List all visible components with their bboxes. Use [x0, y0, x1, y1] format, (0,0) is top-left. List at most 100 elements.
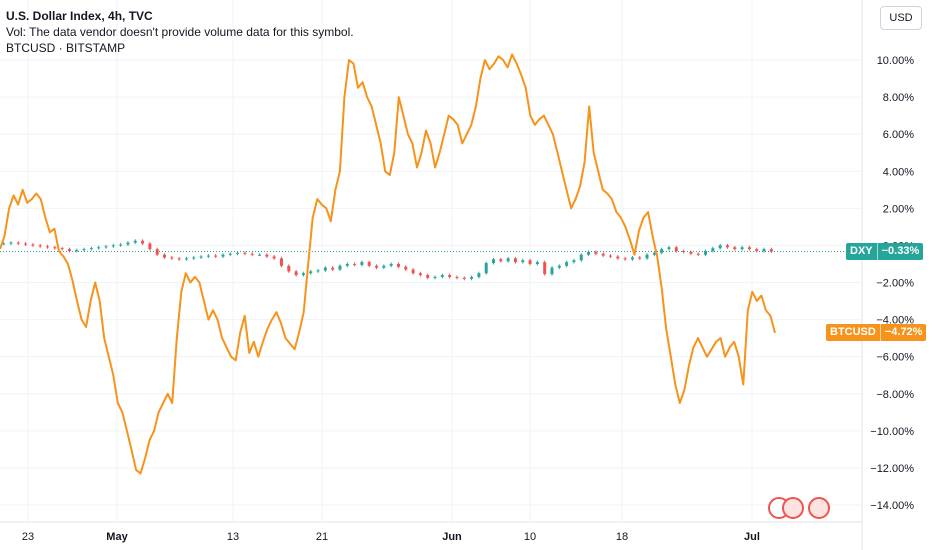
y-tick-label: 4.00%: [883, 166, 914, 178]
dxy-candle: [97, 247, 101, 249]
x-axis: 23 May 13 21 Jun 10 18 Jul: [22, 531, 760, 543]
dxy-candle: [426, 275, 430, 278]
dxy-candle: [762, 249, 766, 251]
dxy-candle: [67, 249, 71, 251]
dxy-candle: [258, 254, 262, 256]
dxy-candle: [265, 254, 269, 257]
dxy-candle: [484, 263, 488, 274]
y-axis: 10.00%8.00%6.00%4.00%2.00%0.00%−2.00%−4.…: [870, 55, 914, 512]
btc-price-tag: BTCUSD −4.72%: [826, 323, 927, 341]
dxy-candle: [638, 257, 642, 259]
dxy-candle: [652, 252, 656, 255]
dxy-candle: [236, 252, 240, 254]
dxy-candle: [46, 246, 50, 248]
btc-tag-value: −4.72%: [879, 323, 922, 341]
dxy-candle: [367, 262, 371, 266]
dxy-candle: [594, 251, 598, 254]
dxy-candle: [411, 269, 415, 274]
dxy-candle: [513, 258, 517, 263]
y-tick-label: 6.00%: [883, 129, 914, 141]
x-tick-label: Jul: [744, 531, 760, 543]
currency-button[interactable]: USD: [880, 6, 922, 30]
dxy-candle: [206, 255, 210, 257]
dxy-candle: [338, 265, 342, 270]
x-tick-label: May: [106, 531, 128, 543]
dxy-candle: [192, 257, 196, 259]
dxy-tag-symbol: DXY: [850, 244, 873, 257]
dxy-candle: [323, 267, 327, 271]
dxy-candle: [696, 253, 700, 255]
dxy-candle: [689, 251, 693, 254]
us-flag-icon-2[interactable]: [808, 497, 830, 519]
chart-legend: U.S. Dollar Index, 4h, TVC Vol: The data…: [6, 8, 354, 56]
y-tick-label: −4.00%: [876, 315, 914, 327]
dxy-candle: [89, 248, 93, 250]
dxy-candle: [309, 271, 313, 274]
dxy-candle: [82, 249, 86, 251]
dxy-candle: [345, 263, 349, 266]
dxy-candle: [301, 273, 305, 276]
symbol-title[interactable]: U.S. Dollar Index, 4h, TVC: [6, 9, 153, 23]
dxy-candles: [2, 239, 773, 281]
dxy-candle: [543, 262, 547, 275]
dxy-candle: [623, 258, 627, 260]
dxy-candle: [528, 260, 532, 264]
dxy-candle: [155, 249, 159, 255]
dxy-candle: [601, 253, 605, 256]
dxy-candle: [725, 245, 729, 248]
dxy-candle: [630, 257, 634, 260]
dxy-candle: [163, 254, 167, 258]
dxy-candle: [667, 247, 671, 250]
dxy-candle: [718, 245, 722, 249]
x-tick-label: 18: [616, 531, 628, 543]
x-tick-label: 23: [22, 531, 34, 543]
y-tick-label: −10.00%: [870, 426, 914, 438]
dxy-candle: [111, 245, 115, 247]
dxy-candle: [521, 260, 525, 263]
dxy-candle: [294, 271, 298, 276]
dxy-candle: [382, 265, 386, 268]
dxy-candle: [279, 258, 283, 266]
dxy-candle: [133, 240, 137, 243]
dxy-candle: [316, 270, 320, 272]
dxy-candle: [360, 262, 364, 265]
comparison-symbol[interactable]: BTCUSD · BITSTAMP: [6, 41, 126, 55]
dxy-candle: [170, 257, 174, 259]
dxy-price-tag: DXY −0.33%: [846, 242, 924, 260]
dxy-candle: [769, 249, 773, 252]
dxy-candle: [492, 259, 496, 264]
dxy-candle: [704, 250, 708, 255]
dxy-candle: [477, 273, 481, 277]
dxy-candle: [470, 276, 474, 279]
y-tick-label: 8.00%: [883, 92, 914, 104]
dxy-candle: [353, 263, 357, 265]
btc-tag-symbol: BTCUSD: [830, 325, 876, 338]
dxy-candle: [228, 253, 232, 255]
dxy-candle: [75, 250, 79, 252]
dxy-candle: [126, 242, 130, 245]
us-flag-icon[interactable]: [782, 497, 804, 519]
dxy-candle: [711, 248, 715, 251]
dxy-candle: [733, 247, 737, 250]
dxy-candle: [565, 262, 569, 266]
dxy-candle: [747, 247, 751, 250]
dxy-candle: [331, 267, 335, 270]
dxy-candle: [645, 254, 649, 259]
y-tick-label: −6.00%: [876, 352, 914, 364]
dxy-candle: [499, 259, 503, 262]
dxy-candle: [462, 277, 466, 279]
dxy-candle: [177, 258, 181, 260]
x-tick-label: 10: [524, 531, 536, 543]
btc-line: [0, 53, 776, 475]
dxy-candle: [682, 250, 686, 252]
dxy-candle: [119, 244, 123, 246]
dxy-candle: [24, 243, 28, 245]
dxy-candle: [572, 260, 576, 263]
dxy-candle: [740, 247, 744, 250]
y-tick-label: −2.00%: [876, 278, 914, 290]
dxy-candle: [557, 265, 561, 268]
dxy-candle: [660, 249, 664, 253]
dxy-candle: [616, 256, 620, 259]
dxy-candle: [455, 276, 459, 278]
